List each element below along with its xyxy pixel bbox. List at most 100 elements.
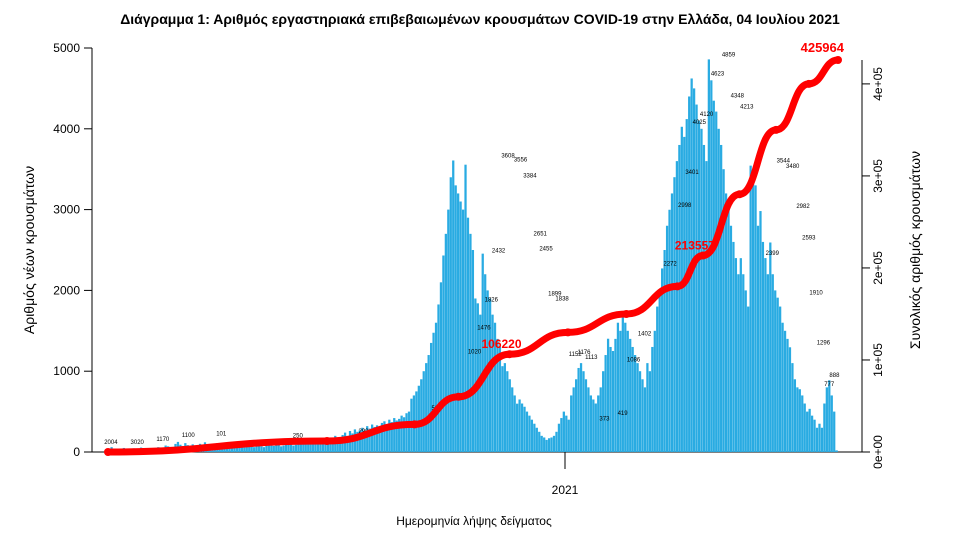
bar-data-label: 3556 (514, 158, 528, 164)
bar (491, 314, 494, 452)
bar-data-label: 2432 (492, 249, 506, 255)
bar (818, 423, 821, 452)
bar (302, 441, 305, 452)
bar (705, 161, 708, 452)
bar (511, 387, 514, 452)
bar (651, 346, 654, 452)
bar (565, 415, 568, 452)
bar (243, 447, 246, 452)
bar (540, 435, 543, 452)
bar (319, 439, 322, 452)
bar (584, 379, 588, 452)
bar (535, 427, 538, 452)
bar (262, 447, 266, 452)
bar (371, 424, 374, 452)
bar (378, 427, 381, 452)
bar (717, 128, 720, 453)
bar (375, 425, 379, 452)
bar (830, 395, 833, 452)
bar (828, 380, 831, 452)
bar (321, 442, 325, 452)
cumulative-point (804, 79, 813, 88)
bar (282, 445, 285, 452)
bar (560, 418, 563, 452)
bar-data-label: 2004 (104, 440, 118, 446)
bar (803, 403, 806, 452)
bar (402, 417, 406, 452)
bar (255, 444, 258, 452)
cumulative-point (735, 190, 744, 199)
y-tick-label: 5000 (53, 41, 80, 55)
bar-data-label: 2998 (678, 203, 692, 209)
bar (582, 371, 585, 452)
cumulative-point (834, 56, 842, 64)
bar (339, 437, 342, 452)
bar (253, 447, 256, 452)
bar (766, 274, 769, 452)
bar-data-label: 1113 (585, 355, 598, 361)
bar-data-label: 1100 (182, 433, 196, 439)
bar (715, 111, 718, 452)
bar-data-label: 1899 (548, 292, 562, 298)
bar (336, 439, 339, 452)
bar-data-label: 250 (293, 434, 304, 440)
bar (756, 225, 760, 452)
bar-data-label: 1910 (809, 291, 823, 297)
bar-data-label: 3480 (786, 164, 800, 170)
bar (221, 447, 224, 452)
bar (464, 164, 467, 452)
bar (385, 424, 388, 452)
bar (702, 144, 706, 452)
bar (523, 406, 526, 452)
bar (307, 443, 310, 452)
bar (469, 233, 472, 452)
bar (575, 379, 578, 452)
cumulative-series: 106220 213557 425964 (104, 40, 845, 456)
bar-data-label: 2455 (539, 247, 553, 253)
bar (624, 322, 627, 452)
bar (683, 136, 686, 452)
bar (751, 170, 755, 452)
bar (806, 411, 809, 452)
bar (602, 371, 605, 452)
bar-data-label: 2593 (802, 236, 816, 242)
bar (429, 342, 433, 452)
bar (506, 371, 509, 452)
bar-data-label: 1402 (638, 332, 652, 338)
bar (675, 161, 679, 452)
bar (240, 446, 243, 452)
bar (528, 415, 531, 452)
bar (501, 366, 504, 452)
cumulative-point-label: 425964 (801, 40, 845, 55)
bar (503, 363, 506, 452)
bar (774, 290, 777, 452)
bar (326, 440, 330, 452)
bar (407, 411, 411, 452)
bar (626, 330, 629, 452)
bar (813, 419, 816, 452)
bar (530, 419, 534, 452)
cumulative-point (454, 392, 463, 401)
bar (373, 426, 376, 452)
bar (545, 439, 548, 452)
bar (398, 418, 401, 452)
bar (484, 274, 487, 452)
bar (351, 433, 354, 452)
bar (710, 80, 713, 452)
bar (619, 330, 622, 452)
bar (658, 290, 661, 452)
bar (488, 298, 492, 452)
bar (646, 363, 649, 452)
bar (611, 351, 615, 452)
bar (447, 209, 450, 452)
bar (425, 363, 428, 452)
bar (405, 413, 408, 452)
bar (250, 445, 253, 452)
bar (680, 126, 683, 452)
bar (749, 165, 752, 452)
bar-data-label: 1296 (817, 340, 831, 346)
bar (275, 445, 278, 452)
bar (245, 444, 248, 452)
bar (324, 439, 327, 452)
